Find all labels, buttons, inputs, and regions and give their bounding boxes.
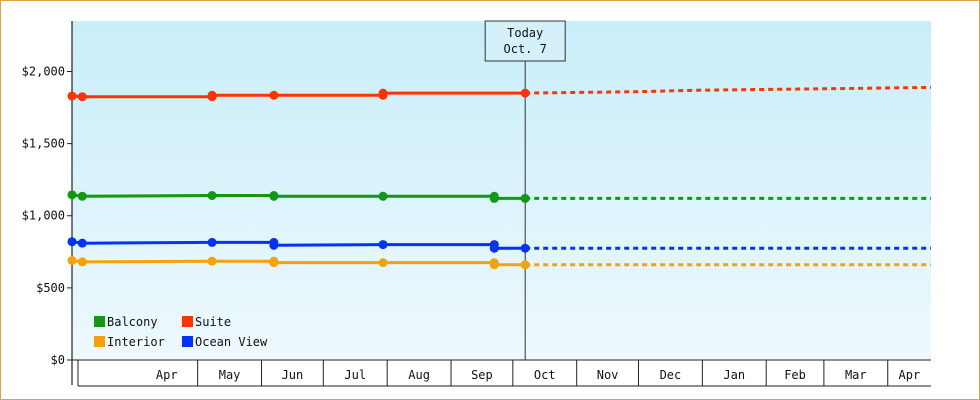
x-tick-label: Apr: [899, 368, 921, 382]
legend-swatch-balcony: [94, 316, 105, 327]
x-tick-label: Oct: [534, 368, 556, 382]
legend: Balcony Suite Interior Ocean View: [94, 315, 268, 349]
data-point: [378, 88, 388, 98]
data-point: [489, 193, 499, 203]
data-point: [378, 258, 388, 268]
data-point: [67, 91, 77, 101]
legend-swatch-ocean-view: [182, 336, 193, 347]
data-point: [378, 191, 388, 201]
legend-label-ocean-view: Ocean View: [195, 335, 268, 349]
x-tick-label: Mar: [845, 368, 867, 382]
legend-label-balcony: Balcony: [107, 315, 158, 329]
data-point: [269, 191, 279, 201]
data-point: [269, 258, 279, 268]
series-ocean-view: [67, 237, 931, 253]
data-point: [269, 240, 279, 250]
x-tick-label: Aug: [408, 368, 430, 382]
today-marker: Today Oct. 7: [484, 20, 566, 360]
series-interior: [67, 255, 931, 270]
data-point: [67, 255, 77, 265]
data-point: [207, 90, 217, 100]
legend-swatch-suite: [182, 316, 193, 327]
series-suite: [67, 85, 932, 102]
data-point: [67, 237, 77, 247]
data-point: [207, 191, 217, 201]
data-point: [520, 243, 530, 253]
data-point: [489, 243, 499, 253]
data-point: [207, 256, 217, 266]
data-point: [207, 237, 217, 247]
x-tick-label: Jul: [344, 368, 366, 382]
plot-background: [72, 21, 931, 360]
today-date: Oct. 7: [504, 42, 547, 56]
data-point: [67, 190, 77, 200]
x-tick-label: Sep: [471, 368, 493, 382]
legend-label-interior: Interior: [107, 335, 165, 349]
data-point: [520, 260, 530, 270]
data-point: [77, 257, 87, 267]
y-tick-label: $500: [36, 281, 65, 295]
x-tick-label: May: [219, 368, 241, 382]
x-tick-label: Feb: [784, 368, 806, 382]
data-point: [520, 88, 530, 98]
data-point: [269, 90, 279, 100]
x-tick-label: Dec: [660, 368, 682, 382]
data-point: [77, 191, 87, 201]
legend-label-suite: Suite: [195, 315, 231, 329]
series-balcony: [67, 190, 931, 203]
data-point: [489, 260, 499, 270]
forecast-line-suite: [525, 85, 932, 95]
today-box: [484, 20, 566, 62]
y-tick-label: $1,000: [22, 209, 65, 223]
x-tick-label: Jan: [723, 368, 745, 382]
y-axis: $0 $500 $1,000 $1,500 $2,000: [22, 21, 73, 385]
x-tick-label: Jun: [282, 368, 304, 382]
y-tick-label: $0: [51, 353, 65, 367]
data-point: [378, 240, 388, 250]
y-tick-label: $2,000: [22, 64, 65, 78]
data-point: [77, 92, 87, 102]
x-tick-label: Apr: [156, 368, 178, 382]
x-axis: Apr May Jun Jul Aug Sep Oct Nov Dec Jan Feb Mar Apr: [72, 359, 931, 387]
x-tick-label: Nov: [597, 368, 619, 382]
legend-swatch-interior: [94, 336, 105, 347]
series-lines: [67, 85, 932, 270]
data-point: [77, 238, 87, 248]
data-point: [520, 193, 530, 203]
today-label: Today: [507, 26, 543, 40]
y-tick-label: $1,500: [22, 137, 65, 151]
